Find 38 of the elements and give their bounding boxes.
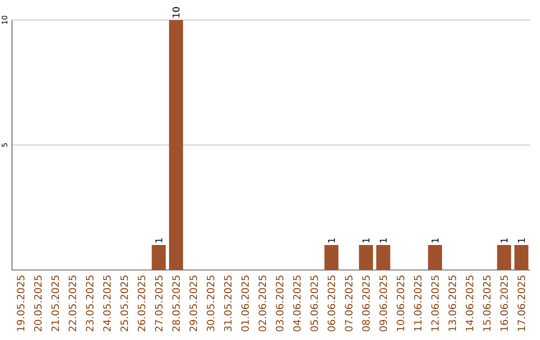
x-tick-label: 24.05.2025: [103, 276, 111, 332]
x-tick-label: 03.06.2025: [276, 276, 284, 332]
x-tick-label: 11.06.2025: [414, 276, 422, 331]
data-label: 1: [380, 238, 387, 242]
x-tick-label: 08.06.2025: [362, 276, 370, 332]
x-tick-label: 15.06.2025: [483, 276, 491, 331]
x-tick-label: 14.06.2025: [466, 276, 474, 331]
x-tick-label: 17.06.2025: [518, 276, 526, 331]
data-label: 1: [518, 238, 525, 242]
x-tick-label: 06.06.2025: [328, 276, 336, 332]
x-tick-label: 30.05.2025: [206, 276, 214, 332]
x-tick-label: 04.06.2025: [293, 276, 301, 332]
x-tick-label: 21.05.2025: [51, 276, 59, 332]
data-label: 1: [432, 238, 438, 242]
x-tick-label: 02.06.2025: [258, 276, 266, 332]
x-tick-label: 07.06.2025: [344, 276, 352, 332]
x-tick-label: 01.06.2025: [241, 276, 249, 332]
x-tick-label: 26.05.2025: [138, 276, 146, 332]
x-tick-label: 29.05.2025: [190, 276, 198, 332]
data-label: 1: [155, 238, 162, 242]
x-tick-label: 25.05.2025: [120, 276, 128, 332]
data-label: 1: [500, 238, 508, 242]
x-tick-label: 27.05.2025: [154, 276, 163, 332]
x-tick-label: 16.06.2025: [500, 276, 508, 331]
x-tick-label: 22.05.2025: [68, 276, 76, 332]
x-tick-label: 20.05.2025: [34, 276, 42, 332]
x-tick-label: 10.06.2025: [396, 276, 404, 331]
x-tick-label: 23.05.2025: [86, 276, 94, 332]
data-label: 1: [328, 238, 335, 242]
x-tick-label: 13.06.2025: [448, 276, 456, 331]
x-tick-label: 31.05.2025: [224, 276, 232, 332]
x-tick-label: 05.06.2025: [310, 276, 318, 332]
x-tick-label: 12.06.2025: [431, 276, 439, 331]
data-label: 1: [362, 238, 370, 242]
x-tick-label: 28.05.2025: [172, 276, 180, 332]
data-label: 10: [172, 7, 180, 18]
x-tick-label: 19.05.2025: [16, 276, 24, 331]
x-tick-label: 09.06.2025: [379, 276, 388, 332]
